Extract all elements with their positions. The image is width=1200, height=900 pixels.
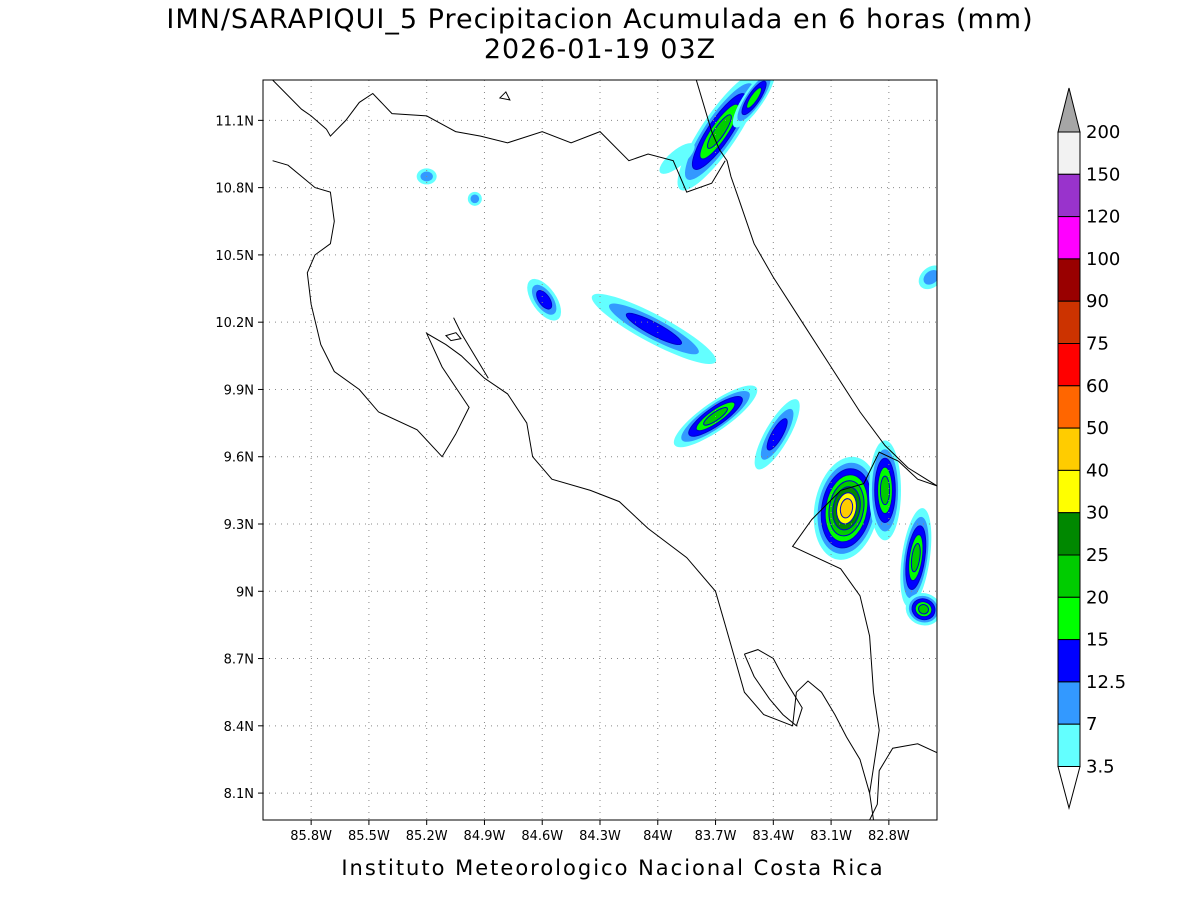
y-tick-label: 9.9N — [224, 383, 254, 398]
colorbar-top-arrow — [1057, 87, 1081, 133]
x-tick-label: 83.1W — [810, 829, 852, 844]
x-tick-label: 84W — [643, 829, 673, 844]
coastline-segment — [695, 80, 937, 487]
cell-upala-2 — [467, 191, 482, 206]
colorbar-label: 200 — [1086, 122, 1120, 143]
island-outline — [444, 332, 462, 342]
color-legend: 200 150 120 100 90 75 60 50 40 30 25 20 15 12.5 7 3.5 — [1057, 87, 1126, 810]
precip-contour — [536, 289, 553, 310]
y-tick-label: 8.1N — [224, 787, 254, 802]
colorbar-label: 75 — [1086, 334, 1109, 355]
colorbar-label: 100 — [1086, 249, 1120, 270]
colorbar-swatch — [1057, 258, 1081, 302]
y-tick-label: 9.6N — [224, 451, 254, 466]
map-frame — [262, 79, 938, 821]
colorbar-swatch — [1057, 596, 1081, 641]
x-tick-label: 84.9W — [464, 829, 506, 844]
colorbar-label: 30 — [1086, 503, 1109, 524]
colorbar-label: 12.5 — [1086, 672, 1126, 693]
coastline — [272, 80, 937, 820]
precip-contour — [923, 270, 937, 285]
colorbar-swatch — [1057, 131, 1081, 175]
colorbar-swatch — [1057, 216, 1081, 260]
colorbar-label: 40 — [1086, 460, 1109, 481]
colorbar-label: 25 — [1086, 545, 1109, 566]
precip-contour — [659, 143, 695, 174]
colorbar-label: 15 — [1086, 630, 1109, 651]
precipitation-layer — [416, 80, 937, 626]
x-tick-label: 83.7W — [695, 829, 737, 844]
x-tick-label: 84.3W — [579, 829, 621, 844]
y-tick-label: 8.4N — [224, 720, 254, 735]
y-tick-label: 9N — [236, 585, 254, 600]
y-tick-label: 9.3N — [224, 518, 254, 533]
colorbar-swatch — [1057, 469, 1081, 514]
colorbar-swatch — [1057, 723, 1081, 768]
cell-east-edge — [918, 265, 937, 290]
precip-contour — [766, 418, 788, 451]
colorbar-swatch — [1057, 385, 1081, 429]
colorbar-swatch — [1057, 343, 1081, 387]
map-subtitle: 2026-01-19 03Z — [483, 34, 717, 65]
colorbar-label: 50 — [1086, 418, 1109, 439]
cell-central-band — [591, 293, 717, 365]
colorbar-swatch — [1057, 512, 1081, 556]
colorbar-swatch — [1057, 173, 1081, 218]
precip-contour — [879, 475, 891, 506]
cell-talamanca-2 — [869, 440, 902, 541]
x-tick-label: 82.8W — [868, 829, 910, 844]
cell-north-east — [732, 80, 776, 128]
cell-sancarlos — [527, 278, 562, 321]
precip-contour — [746, 87, 762, 109]
precip-contour — [625, 312, 683, 346]
y-tick-label: 11.1N — [215, 114, 254, 129]
coastline-segment — [272, 80, 726, 193]
precip-contour — [839, 498, 854, 519]
cell-south-east-2 — [905, 592, 937, 626]
coastline-segment — [869, 743, 937, 820]
x-tick-label: 85.8W — [290, 829, 332, 844]
x-tick-label: 85.2W — [406, 829, 448, 844]
y-tick-label: 10.8N — [215, 182, 254, 197]
colorbar-label: 90 — [1086, 291, 1109, 312]
cell-central-band-3 — [754, 399, 800, 470]
graticule — [263, 80, 937, 820]
island-outline — [498, 91, 511, 101]
coastline-segment — [743, 649, 803, 727]
colorbar-swatch — [1057, 300, 1081, 345]
colorbar-label: 120 — [1086, 207, 1120, 228]
coastline-segment — [791, 451, 937, 794]
y-tick-label: 10.5N — [215, 249, 254, 264]
colorbar-swatch — [1057, 639, 1081, 683]
precip-contour — [910, 542, 921, 573]
axis-ticks: 85.8W 85.5W 85.2W 84.9W 84.6W 84.3W 84W 83.7W 83… — [215, 114, 910, 844]
colorbar-swatch — [1057, 427, 1081, 471]
map-title: IMN/SARAPIQUI_5 Precipitacion Acumulada … — [166, 4, 1034, 35]
colorbar-label: 150 — [1086, 164, 1120, 185]
colorbar-bottom-arrow — [1057, 766, 1081, 810]
y-tick-label: 10.2N — [215, 316, 254, 331]
colorbar-swatch — [1057, 554, 1081, 598]
colorbar-label: 3.5 — [1086, 757, 1115, 778]
coastline-segment — [272, 160, 874, 820]
x-tick-label: 84.6W — [521, 829, 563, 844]
x-tick-label: 83.4W — [752, 829, 794, 844]
colorbar-swatch — [1057, 681, 1081, 725]
y-tick-label: 8.7N — [224, 653, 254, 668]
precip-contour — [470, 194, 480, 204]
cell-north-small — [659, 143, 695, 174]
colorbar-label: 20 — [1086, 587, 1109, 608]
cell-talamanca — [813, 456, 880, 560]
cell-south-east — [900, 508, 932, 608]
x-tick-label: 85.5W — [348, 829, 390, 844]
precip-contour — [917, 604, 930, 615]
credit-text: Instituto Meteorologico Nacional Costa R… — [341, 856, 885, 880]
coastline-segment — [453, 317, 489, 379]
colorbar-label: 7 — [1086, 714, 1097, 735]
colorbar-label: 60 — [1086, 376, 1109, 397]
